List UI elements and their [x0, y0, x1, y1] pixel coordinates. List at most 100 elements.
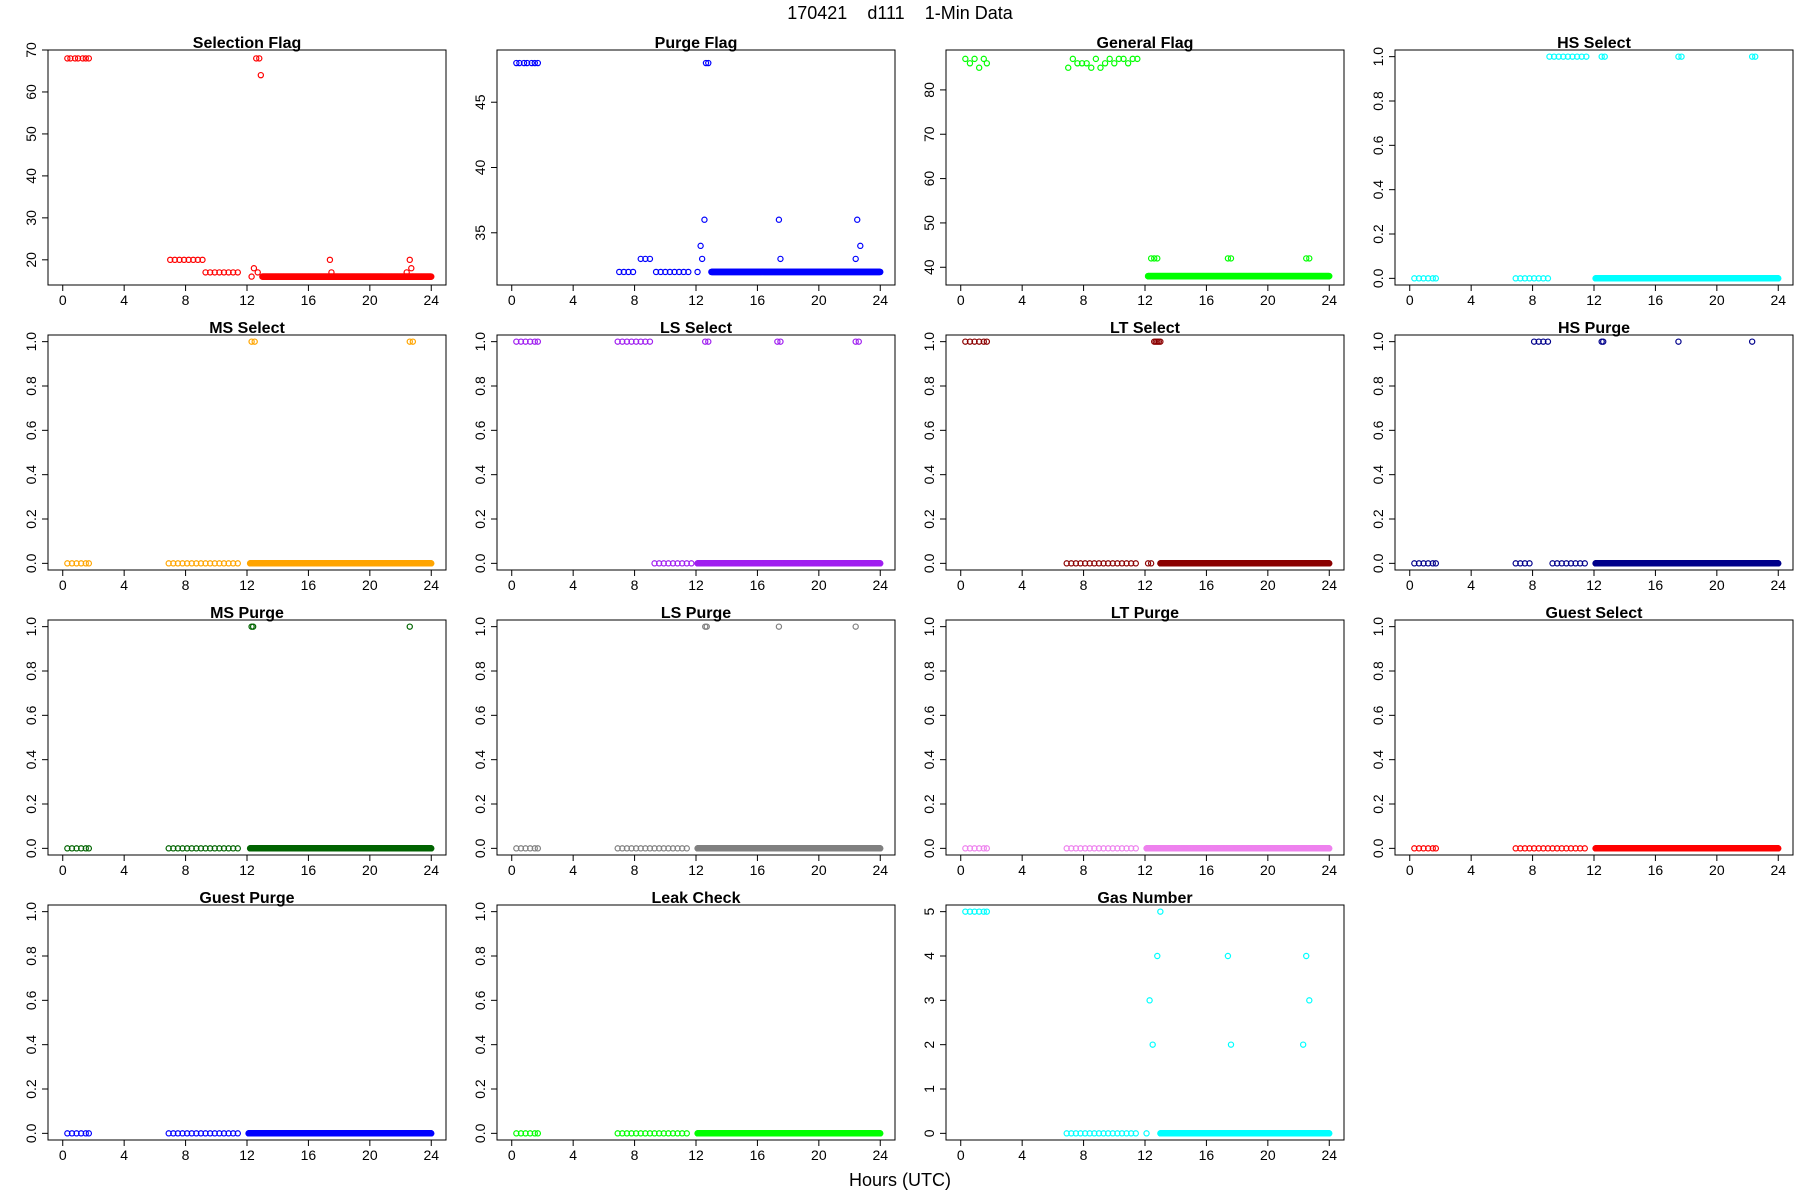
- panel-title: LT Select: [1110, 320, 1181, 337]
- panel-title: Selection Flag: [193, 35, 301, 52]
- plot-frame: [1394, 49, 1794, 286]
- x-tick-label: 20: [811, 577, 827, 593]
- data-point: [698, 255, 706, 263]
- data-point: [966, 60, 974, 67]
- y-tick-label: 0.2: [921, 509, 937, 529]
- x-tick-label: 24: [423, 292, 439, 308]
- y-tick-label: 0.0: [921, 553, 937, 573]
- x-tick-label: 16: [1199, 577, 1215, 593]
- y-tick-label: 0.2: [472, 509, 488, 529]
- y-tick-label: 70: [921, 126, 937, 142]
- y-tick-label: 60: [921, 171, 937, 187]
- y-tick-label: 0.4: [1370, 180, 1386, 200]
- x-tick-label: 4: [120, 577, 128, 593]
- y-tick-label: 30: [23, 210, 39, 226]
- y-tick-label: 0.6: [921, 420, 937, 440]
- x-tick-label: 4: [1467, 292, 1475, 308]
- y-tick-label: 0.0: [23, 553, 39, 573]
- plot-frame: [47, 334, 447, 571]
- data-point: [71, 55, 79, 62]
- data-point: [257, 71, 265, 79]
- x-tick-label: 0: [508, 292, 516, 308]
- x-tick-label: 8: [1080, 292, 1088, 308]
- data-point: [326, 256, 334, 264]
- x-tick-label: 0: [957, 292, 965, 308]
- y-tick-label: 35: [472, 225, 488, 241]
- data-point: [408, 265, 415, 272]
- data-point: [983, 60, 991, 67]
- y-tick-label: 0.4: [23, 465, 39, 485]
- data-point: [1092, 55, 1100, 63]
- x-tick-label: 8: [631, 292, 639, 308]
- data-point: [1101, 60, 1109, 67]
- x-tick-label: 8: [182, 292, 190, 308]
- y-tick-label: 0.0: [1370, 268, 1386, 288]
- x-tick-label: 12: [1137, 292, 1153, 308]
- data-point: [962, 55, 969, 63]
- data-point: [1065, 64, 1072, 71]
- x-tick-label: 4: [1018, 577, 1026, 593]
- y-tick-label: 45: [472, 94, 488, 110]
- plot-frame: [496, 49, 896, 286]
- plot-frame: [945, 334, 1345, 571]
- y-tick-label: 0.0: [472, 553, 488, 573]
- data-point: [1097, 64, 1104, 71]
- data-point: [248, 273, 255, 280]
- y-tick-label: 0.2: [23, 509, 39, 529]
- data-point: [777, 255, 784, 263]
- data-point: [975, 64, 983, 71]
- panel-title: Purge Flag: [655, 35, 738, 52]
- x-tick-label: 8: [631, 577, 639, 593]
- data-point: [79, 55, 86, 62]
- y-tick-label: 0.8: [23, 376, 39, 396]
- y-tick-label: 0.6: [472, 420, 488, 440]
- x-tick-label: 20: [1260, 292, 1276, 308]
- y-tick-label: 0.8: [1370, 91, 1386, 111]
- data-point: [234, 269, 241, 276]
- data-point: [857, 242, 864, 250]
- x-tick-label: 0: [59, 577, 67, 593]
- data-point: [971, 55, 978, 63]
- data-point: [199, 256, 206, 264]
- data-point: [852, 255, 859, 263]
- y-tick-label: 0.6: [23, 420, 39, 440]
- x-tick-label: 20: [362, 577, 378, 593]
- x-tick-label: 24: [872, 292, 888, 308]
- data-point: [64, 55, 71, 62]
- y-tick-label: 40: [921, 259, 937, 275]
- data-points: [1411, 53, 1782, 282]
- x-tick-label: 16: [1199, 292, 1215, 308]
- y-tick-label: 0.2: [1370, 224, 1386, 244]
- x-tick-label: 8: [1529, 292, 1537, 308]
- x-tick-label: 0: [957, 577, 965, 593]
- x-tick-label: 12: [1137, 577, 1153, 593]
- y-tick-label: 20: [23, 252, 39, 268]
- x-tick-label: 0: [508, 577, 516, 593]
- x-tick-label: 20: [362, 292, 378, 308]
- y-tick-label: 1.0: [1370, 47, 1386, 67]
- data-points: [962, 55, 1333, 280]
- y-tick-label: 60: [23, 84, 39, 100]
- data-points: [513, 59, 884, 276]
- y-tick-label: 50: [23, 126, 39, 142]
- y-tick-label: 1.0: [472, 332, 488, 352]
- data-points: [962, 338, 1333, 567]
- data-point: [85, 55, 93, 62]
- x-tick-label: 0: [1406, 292, 1414, 308]
- x-tick-label: 24: [1770, 292, 1786, 308]
- y-tick-label: 40: [23, 168, 39, 184]
- y-tick-label: 1.0: [23, 332, 39, 352]
- y-tick-label: 0.8: [921, 376, 937, 396]
- data-points: [64, 338, 435, 567]
- data-point: [406, 256, 413, 264]
- data-point: [1069, 55, 1077, 63]
- x-tick-label: 16: [750, 577, 766, 593]
- x-tick-label: 20: [811, 292, 827, 308]
- data-point: [701, 216, 708, 223]
- x-tick-label: 12: [239, 577, 255, 593]
- data-point: [254, 269, 261, 276]
